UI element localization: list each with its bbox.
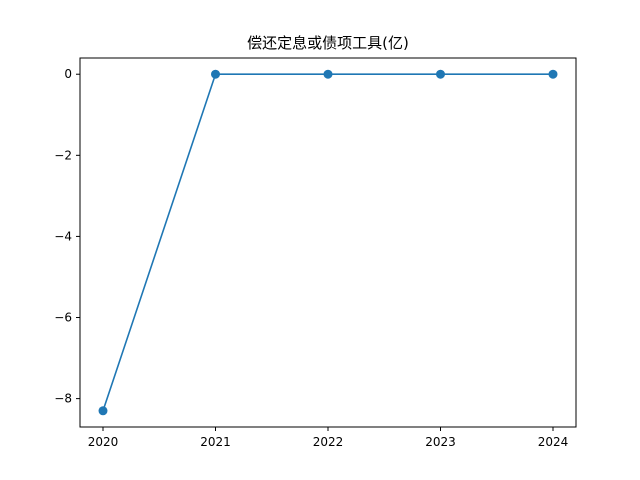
x-tick-label: 2020 [88,435,119,449]
x-tick-label: 2021 [200,435,231,449]
x-tick-label: 2022 [313,435,344,449]
data-point [323,69,333,79]
y-tick-label: −8 [54,392,72,406]
data-point [98,406,108,416]
x-axis: 2020 2021 2022 2023 2024 [88,427,569,449]
plot-frame [79,57,577,428]
chart-title: 偿还定息或债项工具(亿) [247,34,409,52]
data-point [436,69,445,79]
data-point [548,69,558,79]
x-tick-label: 2024 [538,435,569,449]
x-tick-label: 2023 [425,435,456,449]
y-tick-label: −4 [54,229,72,243]
data-point [211,69,220,79]
y-axis: 0 −2 −4 −6 −8 [54,67,80,406]
series-line [102,73,553,412]
y-tick-label: −2 [54,148,72,162]
y-tick-label: −6 [54,311,72,325]
y-tick-label: 0 [64,67,72,81]
plot-area [98,69,558,416]
